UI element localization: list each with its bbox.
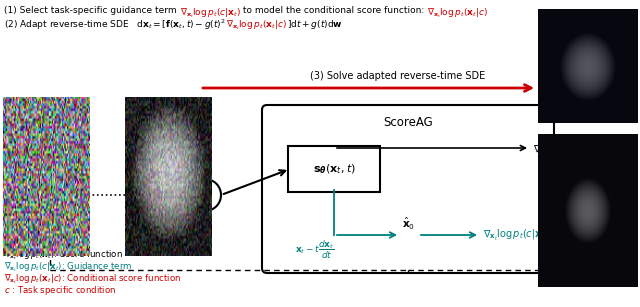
Text: (1) Select task-specific guidance term: (1) Select task-specific guidance term — [4, 6, 179, 15]
Text: $\nabla_{\mathbf{x}_t} \log p_t(c|\mathbf{x}_t)$: $\nabla_{\mathbf{x}_t} \log p_t(c|\mathb… — [179, 6, 241, 20]
Circle shape — [189, 179, 221, 211]
Text: $\mathbf{x}_t$: $\mathbf{x}_t$ — [198, 188, 212, 202]
Text: $\mathbf{x}_0$: $\mathbf{x}_0$ — [572, 188, 588, 202]
Circle shape — [564, 179, 596, 211]
Text: $\mathbf{x}_t - t\dfrac{d\mathbf{x}_t}{dt}$: $\mathbf{x}_t - t\dfrac{d\mathbf{x}_t}{d… — [295, 239, 335, 261]
Text: $\nabla_{\mathbf{x}_t} \log p_t(\mathbf{x}_t|c)$: Conditional score function: $\nabla_{\mathbf{x}_t} \log p_t(\mathbf{… — [4, 272, 181, 286]
Text: $\mathbf{x}_1$: $\mathbf{x}_1$ — [42, 188, 58, 202]
Text: $\mathbf{s}_{\boldsymbol{\theta}}(\mathbf{x}_t, t)$: $\mathbf{s}_{\boldsymbol{\theta}}(\mathb… — [312, 162, 355, 176]
Text: $\hat{\mathbf{x}}_0$: $\hat{\mathbf{x}}_0$ — [402, 216, 415, 232]
Text: (3) Solve adapted reverse-time SDE: (3) Solve adapted reverse-time SDE — [310, 71, 485, 81]
Text: $\nabla_{\mathbf{x}_t} \log p_t(\mathbf{x}_t|c)$: $\nabla_{\mathbf{x}_t} \log p_t(\mathbf{… — [226, 18, 287, 32]
FancyBboxPatch shape — [262, 105, 554, 273]
Text: $]\mathrm{d}t + g(t)\mathrm{d}\mathbf{w}$: $]\mathrm{d}t + g(t)\mathrm{d}\mathbf{w}… — [287, 18, 342, 31]
Text: $\nabla_{\mathbf{x}_t} \log p_t(\mathbf{x}_t)$: $\nabla_{\mathbf{x}_t} \log p_t(\mathbf{… — [533, 142, 590, 157]
Text: $c$ : Task specific condition: $c$ : Task specific condition — [4, 284, 116, 297]
Text: (2) Adapt reverse-time SDE   $\mathrm{d}\mathbf{x}_t = [\mathbf{f}(\mathbf{x}_t,: (2) Adapt reverse-time SDE $\mathrm{d}\m… — [4, 18, 226, 33]
Text: to model the conditional score function:: to model the conditional score function: — [241, 6, 428, 15]
Circle shape — [34, 179, 66, 211]
Text: $\nabla_{\mathbf{x}_t} \log p_t(c|\mathbf{x}_t)$: $\nabla_{\mathbf{x}_t} \log p_t(c|\mathb… — [483, 227, 549, 243]
FancyBboxPatch shape — [288, 146, 380, 192]
Text: $\nabla_{\mathbf{x}_t} \log p_t(c|\mathbf{x}_t)$: Guidance term: $\nabla_{\mathbf{x}_t} \log p_t(c|\mathb… — [4, 260, 132, 274]
Text: $\nabla_{\mathbf{x}_t} \log p_t(\mathbf{x}_t|c)$: $\nabla_{\mathbf{x}_t} \log p_t(\mathbf{… — [428, 6, 488, 20]
Text: ScoreAG: ScoreAG — [383, 115, 433, 129]
Text: $\nabla_{\mathbf{x}_t} \log p_t(\mathbf{x}_t)$: Score function: $\nabla_{\mathbf{x}_t} \log p_t(\mathbf{… — [4, 248, 123, 262]
